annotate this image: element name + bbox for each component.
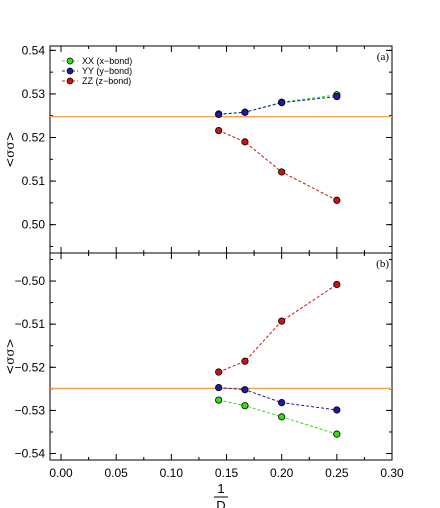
data-point-zz <box>333 196 341 204</box>
y-tick-label: −0.50 <box>15 274 46 288</box>
x-tick-label: 0.00 <box>49 466 73 480</box>
x-tick-label: 0.10 <box>160 466 184 480</box>
series-line-yy <box>218 96 337 115</box>
data-point-yy <box>241 108 249 116</box>
panel-b: −0.54 −0.53 −0.52 −0.51 −0.50 (b) <σσ> <box>3 252 393 461</box>
legend: XX (x−bond)YY (y−bond)ZZ (z−bond) <box>62 56 132 86</box>
y-tick-label: −0.51 <box>15 317 46 331</box>
y-tick-label: 0.51 <box>22 174 46 188</box>
y-tick-label: −0.54 <box>15 447 46 461</box>
y-tick-label: −0.52 <box>15 360 46 374</box>
legend-label-zz: ZZ (z−bond) <box>82 76 131 86</box>
data-point-yy <box>215 110 223 119</box>
data-point-yy <box>333 92 341 101</box>
panel-tag: (a) <box>377 51 390 63</box>
x-tick-label: 0.15 <box>215 466 239 480</box>
plot-frame <box>49 252 393 461</box>
x-tick-label: 0.25 <box>325 466 349 480</box>
data-point-zz <box>278 168 286 176</box>
y-axis-label: <σσ> <box>3 131 17 168</box>
series-line-zz <box>218 284 338 373</box>
y-tick-label: 0.54 <box>22 43 46 57</box>
y-tick-label: 0.53 <box>22 87 46 101</box>
data-point-zz <box>333 280 341 289</box>
x-axis-label-denominator: D <box>216 498 225 508</box>
data-point-zz <box>241 138 249 146</box>
series-line-yy <box>218 387 337 411</box>
data-point-yy <box>278 399 286 407</box>
data-point-zz <box>215 126 223 135</box>
panel-a: 0.50 0.51 0.52 0.53 0.54 (a) <σσ> XX (x−bond)YY… <box>3 43 393 254</box>
data-point-zz <box>278 317 286 325</box>
series-line-xx <box>218 399 337 435</box>
x-tick-label: 0.30 <box>380 466 404 480</box>
y-tick-label: 0.52 <box>22 131 46 145</box>
legend-marker-yy <box>66 67 74 75</box>
legend-marker-xx <box>66 57 74 65</box>
data-point-zz <box>241 357 249 365</box>
y-tick-label: 0.50 <box>22 218 46 232</box>
x-axis-label-numerator: 1 <box>217 481 224 496</box>
data-point-xx <box>215 396 223 404</box>
panel-tag: (b) <box>376 258 389 270</box>
data-point-zz <box>215 368 223 376</box>
data-point-xx <box>241 402 249 410</box>
series-line-zz <box>218 130 338 201</box>
legend-label-yy: YY (y−bond) <box>82 66 132 76</box>
y-tick-label: −0.53 <box>15 403 46 417</box>
legend-label-xx: XX (x−bond) <box>82 56 132 66</box>
data-point-yy <box>333 406 341 414</box>
data-point-yy <box>278 99 286 107</box>
data-point-yy <box>215 383 223 392</box>
legend-marker-zz <box>66 77 74 85</box>
data-point-yy <box>241 386 249 394</box>
data-point-xx <box>278 413 286 421</box>
x-tick-label: 0.20 <box>270 466 294 480</box>
data-point-xx <box>333 430 341 438</box>
y-axis-label: <σσ> <box>3 338 17 375</box>
x-tick-label: 0.05 <box>105 466 129 480</box>
series-line-xx <box>218 94 337 115</box>
